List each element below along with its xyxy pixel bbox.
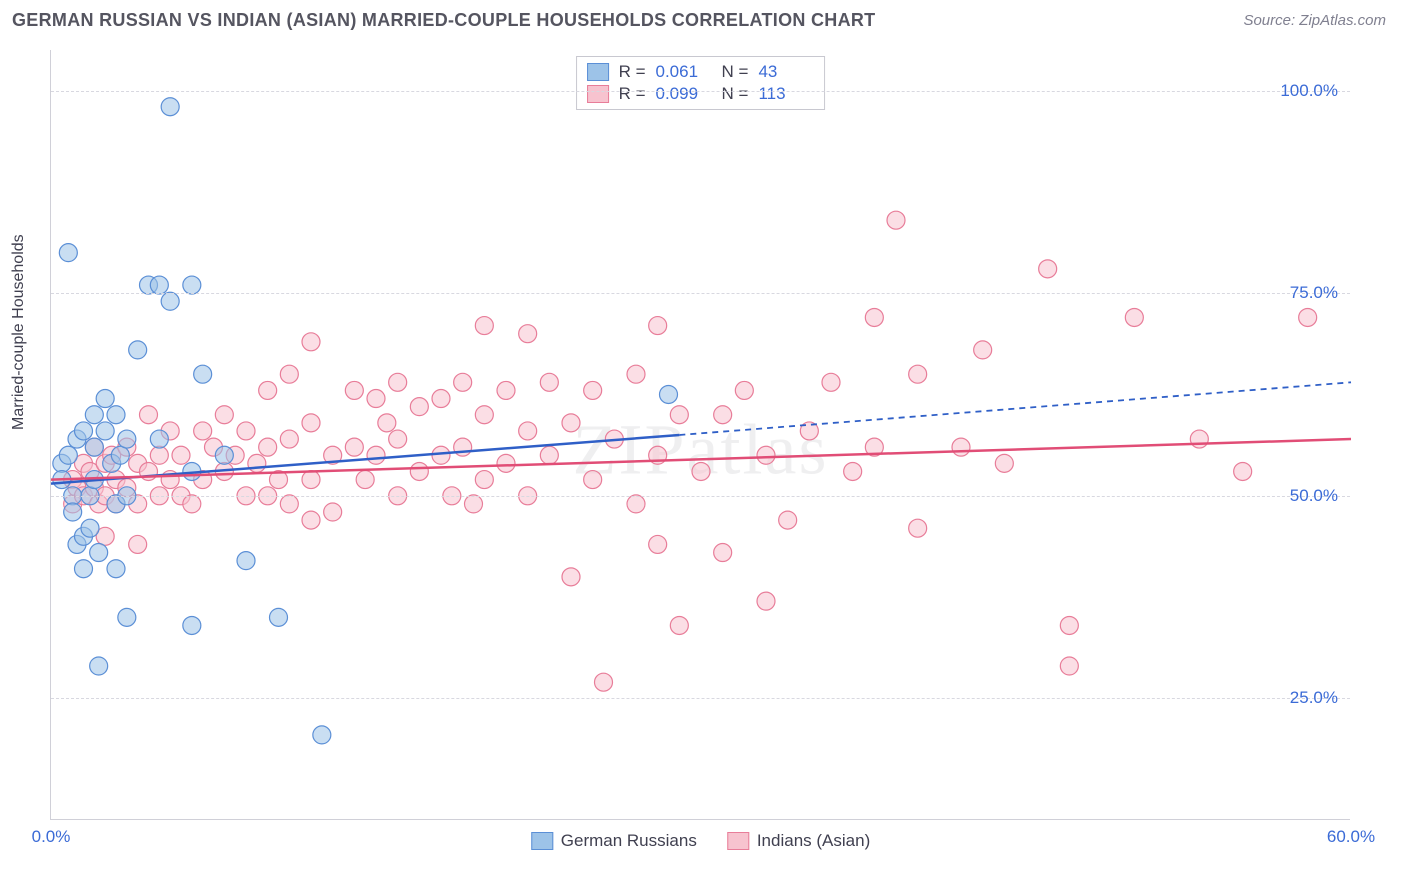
stat-n-value: 43 [758, 62, 814, 82]
stat-n-value: 113 [758, 84, 814, 104]
legend-stats-row: R = 0.099 N = 113 [587, 83, 815, 105]
stat-r-value: 0.061 [656, 62, 712, 82]
legend-swatch-icon [587, 63, 609, 81]
stat-r-label: R = [619, 62, 646, 82]
legend-stats-box: R = 0.061 N = 43 R = 0.099 N = 113 [576, 56, 826, 110]
scatter-plot-svg [51, 50, 1350, 819]
gridline [51, 496, 1350, 497]
x-tick-label: 0.0% [32, 827, 71, 847]
y-tick-label: 50.0% [1290, 486, 1338, 506]
gridline [51, 293, 1350, 294]
gridline [51, 91, 1350, 92]
stat-n-label: N = [722, 62, 749, 82]
legend-series-box: German Russians Indians (Asian) [531, 831, 870, 851]
legend-swatch-icon [727, 832, 749, 850]
stat-r-label: R = [619, 84, 646, 104]
stat-r-value: 0.099 [656, 84, 712, 104]
legend-label: German Russians [561, 831, 697, 851]
legend-swatch-icon [531, 832, 553, 850]
x-tick-label: 60.0% [1327, 827, 1375, 847]
y-axis-label: Married-couple Households [10, 234, 28, 430]
source-label: Source: ZipAtlas.com [1243, 12, 1386, 29]
legend-item: Indians (Asian) [727, 831, 870, 851]
y-tick-label: 100.0% [1280, 81, 1338, 101]
legend-item: German Russians [531, 831, 697, 851]
stat-n-label: N = [722, 84, 749, 104]
y-tick-label: 25.0% [1290, 688, 1338, 708]
chart-plot-area: ZIPatlas R = 0.061 N = 43 R = 0.099 N = … [50, 50, 1350, 820]
legend-swatch-icon [587, 85, 609, 103]
chart-title: GERMAN RUSSIAN VS INDIAN (ASIAN) MARRIED… [12, 10, 875, 31]
legend-label: Indians (Asian) [757, 831, 870, 851]
gridline [51, 698, 1350, 699]
legend-stats-row: R = 0.061 N = 43 [587, 61, 815, 83]
y-tick-label: 75.0% [1290, 283, 1338, 303]
